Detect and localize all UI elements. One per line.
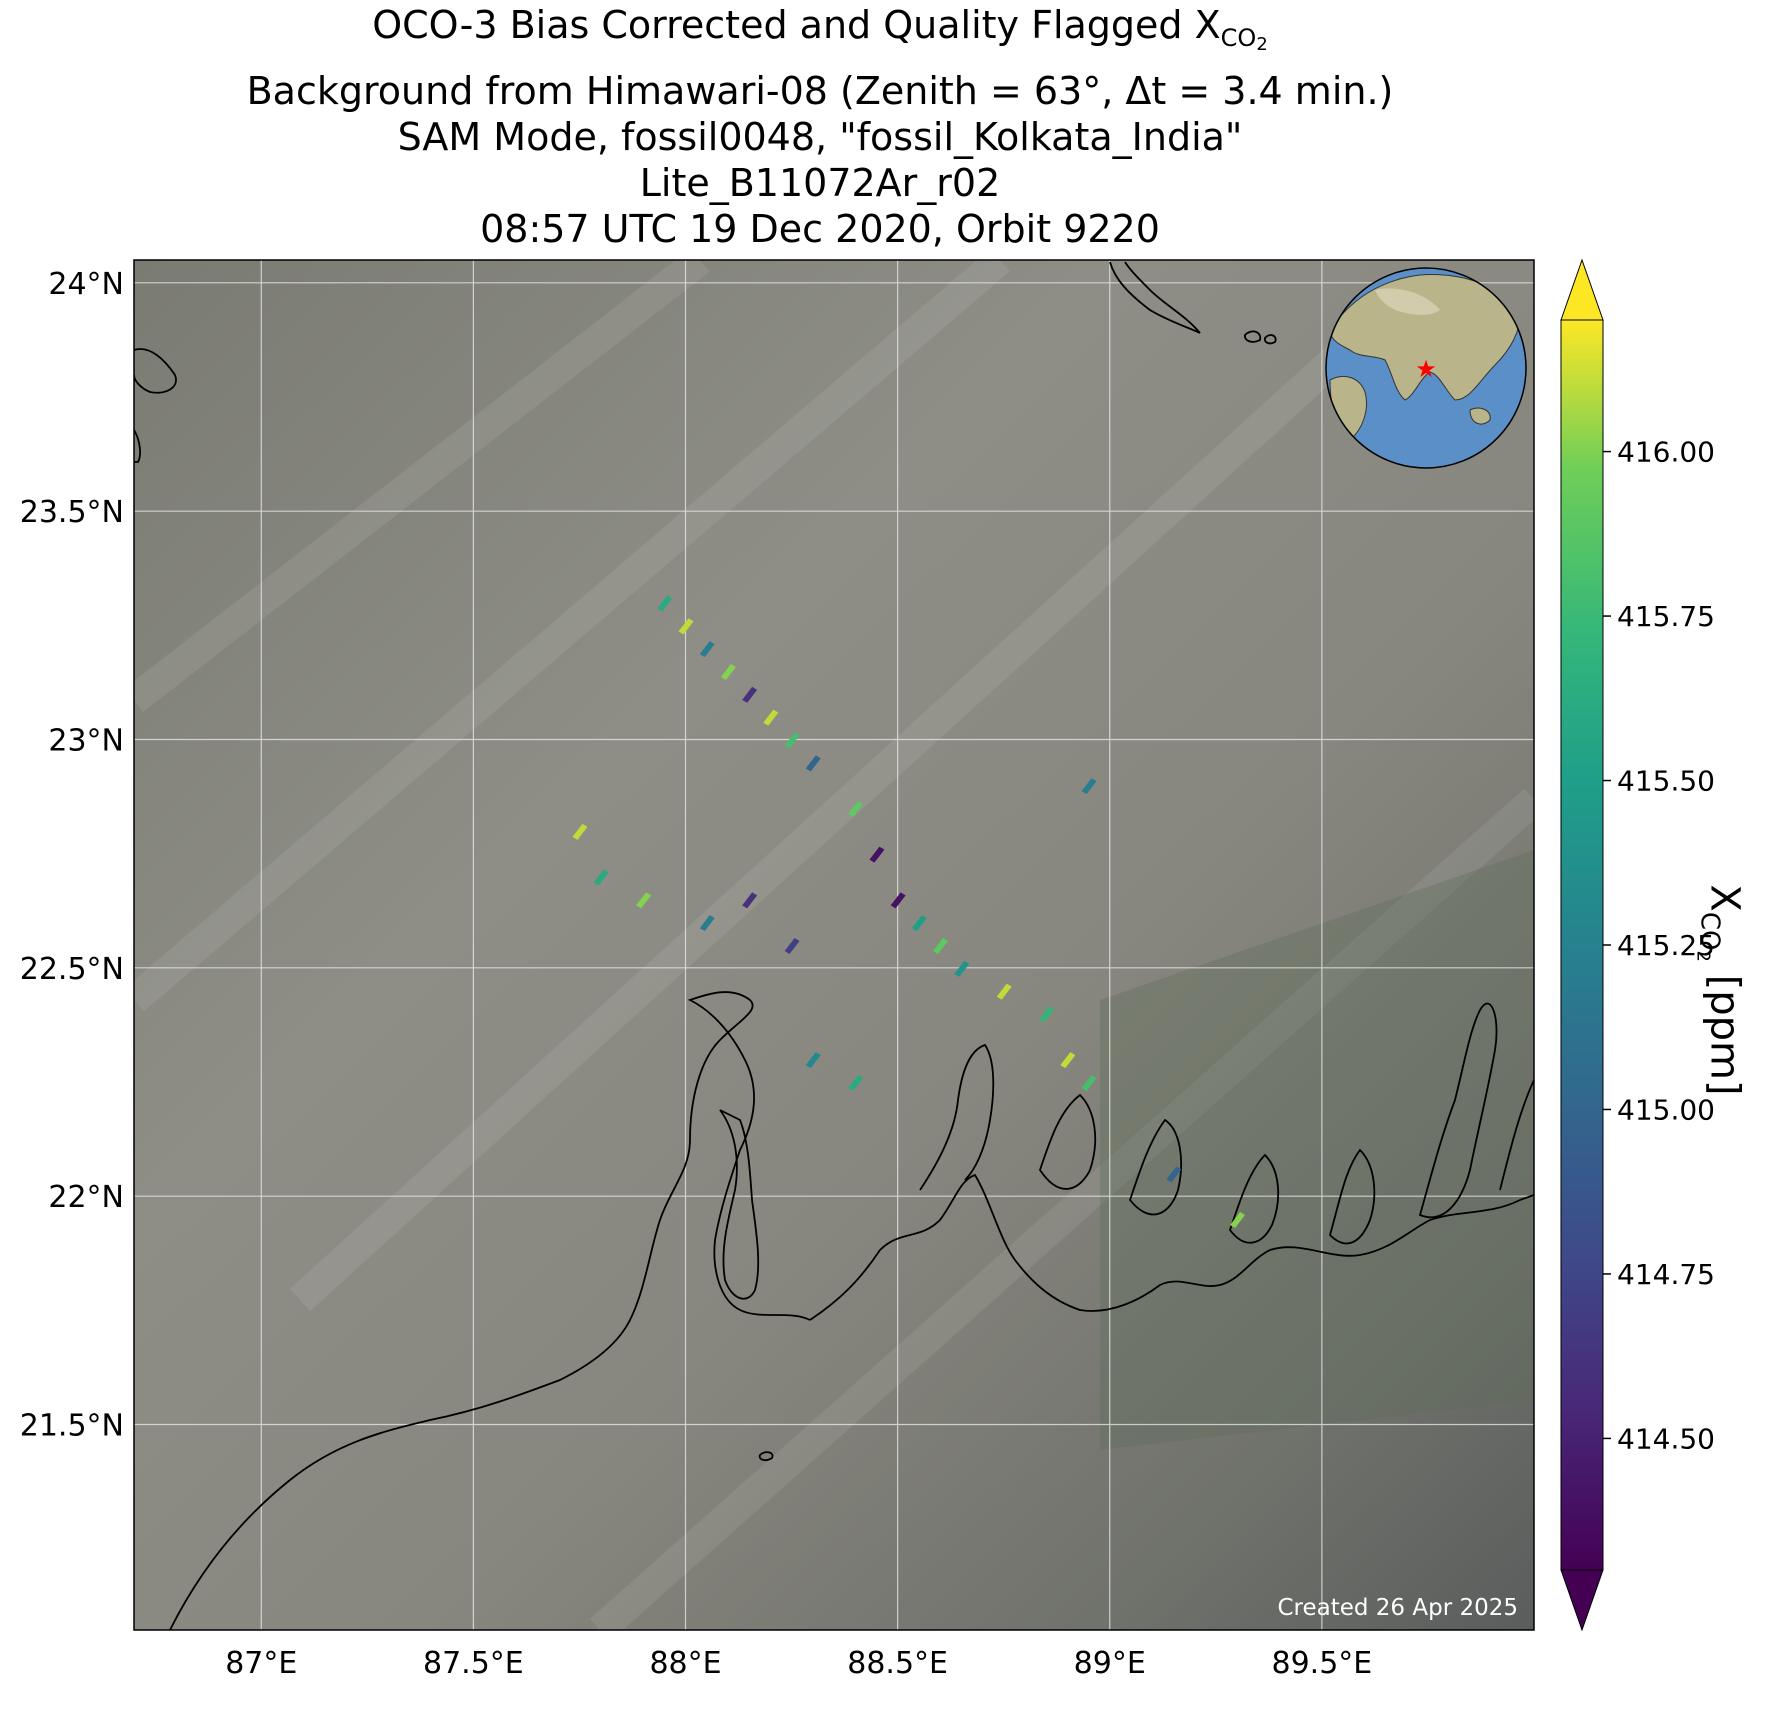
colorbar-tick-label: 415.75: [1617, 600, 1715, 633]
delta-land: [1100, 850, 1534, 1450]
colorbar-tick-label: 414.50: [1617, 1422, 1715, 1455]
xco2-sounding: [593, 869, 609, 886]
xco2-sounding: [869, 846, 885, 863]
globe-asia: [1329, 274, 1521, 401]
gridlines: [134, 260, 1534, 1630]
lon-tick-label: 89°E: [1074, 1646, 1146, 1681]
title-line-4: Lite_B11072Ar_r02: [639, 161, 1001, 205]
xco2-sounding: [848, 1075, 864, 1091]
created-date-text: Created 26 Apr 2025: [1277, 1595, 1518, 1621]
lon-tick-label: 87.5°E: [423, 1646, 524, 1681]
title-line-2: Background from Himawari-08 (Zenith = 63…: [246, 69, 1394, 113]
title-line-5: 08:57 UTC 19 Dec 2020, Orbit 9220: [480, 207, 1160, 251]
colorbar-tick-label: 415.50: [1617, 765, 1715, 798]
cloud-texture: [134, 260, 1534, 1630]
colorbar-label: XCO2 [ppm]: [1692, 884, 1748, 1096]
xco2-sounding: [911, 915, 927, 932]
xco2-sounding: [678, 618, 694, 635]
xco2-sounding: [996, 983, 1012, 1000]
xco2-sounding: [1081, 1075, 1097, 1091]
xco2-sounding: [742, 892, 758, 909]
latitude-tick-labels: 24°N 23.5°N 23°N 22.5°N 22°N 21.5°N: [20, 267, 124, 1444]
colorbar-tick-label: 414.75: [1617, 1258, 1715, 1291]
colorbar-tick-label: 416.00: [1617, 436, 1715, 469]
map-frame: [133, 259, 1535, 1631]
target-star-icon: ★: [1415, 355, 1437, 383]
lat-tick-label: 22.5°N: [20, 952, 124, 987]
colorbar-extend-min: [1560, 1569, 1604, 1632]
xco2-sounding: [805, 755, 821, 772]
colorbar-gradient: [1560, 319, 1604, 1571]
xco2-sounding: [954, 960, 970, 977]
xco2-sounding: [742, 686, 758, 703]
inset-globe: ★: [1325, 267, 1527, 469]
map-panel: Created 26 Apr 2025: [134, 260, 1534, 1630]
lat-tick-label: 23.5°N: [20, 495, 124, 530]
xco2-sounding: [933, 938, 949, 954]
colorbar-extend-max: [1560, 258, 1604, 321]
xco2-sounding: [1166, 1166, 1182, 1183]
xco2-sounding: [1060, 1052, 1076, 1069]
globe-outline: [1325, 267, 1527, 469]
lon-tick-label: 88.5°E: [847, 1646, 948, 1681]
lat-tick-label: 21.5°N: [20, 1409, 124, 1444]
title-line-3: SAM Mode, fossil0048, "fossil_Kolkata_In…: [397, 115, 1243, 159]
xco2-soundings: [572, 595, 1246, 1228]
colorbar: 416.00 415.75 415.50 415.25 415.00 414.75 414.…: [1560, 258, 1715, 1632]
xco2-sounding: [720, 664, 736, 680]
lon-tick-label: 89.5°E: [1271, 1646, 1372, 1681]
colorbar-tick-label: 415.00: [1617, 1093, 1715, 1126]
xco2-sounding: [890, 892, 906, 909]
figure-title: OCO-3 Bias Corrected and Quality Flagged…: [0, 2, 1640, 252]
satellite-background: [134, 260, 1534, 1630]
xco2-sounding: [657, 595, 673, 612]
xco2-sounding: [1039, 1006, 1055, 1023]
xco2-sounding: [1230, 1212, 1246, 1228]
colorbar-tick-label: 415.25: [1617, 929, 1715, 962]
globe-islands: [1469, 407, 1491, 425]
xco2-sounding: [1081, 778, 1097, 795]
longitude-tick-labels: 87°E 87.5°E 88°E 88.5°E 89°E 89.5°E: [225, 1646, 1372, 1681]
xco2-sounding: [848, 801, 864, 817]
lon-tick-label: 87°E: [225, 1646, 297, 1681]
xco2-sounding: [572, 823, 588, 840]
xco2-sounding: [699, 915, 715, 932]
lat-tick-label: 24°N: [48, 267, 124, 302]
lon-tick-label: 88°E: [649, 1646, 721, 1681]
coastlines: [134, 261, 1534, 1630]
colorbar-ticks: 416.00 415.75 415.50 415.25 415.00 414.75 414.…: [1603, 436, 1715, 1455]
xco2-sounding: [805, 1052, 821, 1069]
xco2-sounding: [636, 892, 652, 909]
xco2-sounding: [784, 732, 800, 749]
lat-tick-label: 23°N: [48, 724, 124, 759]
xco2-sounding: [763, 709, 779, 726]
xco2-sounding: [784, 938, 800, 954]
lat-tick-label: 22°N: [48, 1180, 124, 1215]
xco2-sounding: [699, 641, 715, 658]
title-line-1: OCO-3 Bias Corrected and Quality Flagged…: [372, 3, 1268, 55]
globe-himalaya: [1375, 288, 1440, 315]
